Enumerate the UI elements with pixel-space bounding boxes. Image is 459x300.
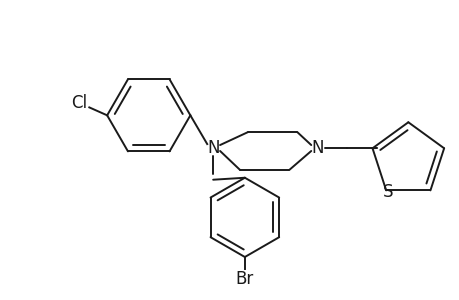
Text: N: N: [310, 139, 323, 157]
Text: Cl: Cl: [71, 94, 87, 112]
Text: N: N: [207, 139, 219, 157]
Text: S: S: [382, 183, 392, 201]
Text: Br: Br: [235, 270, 253, 288]
